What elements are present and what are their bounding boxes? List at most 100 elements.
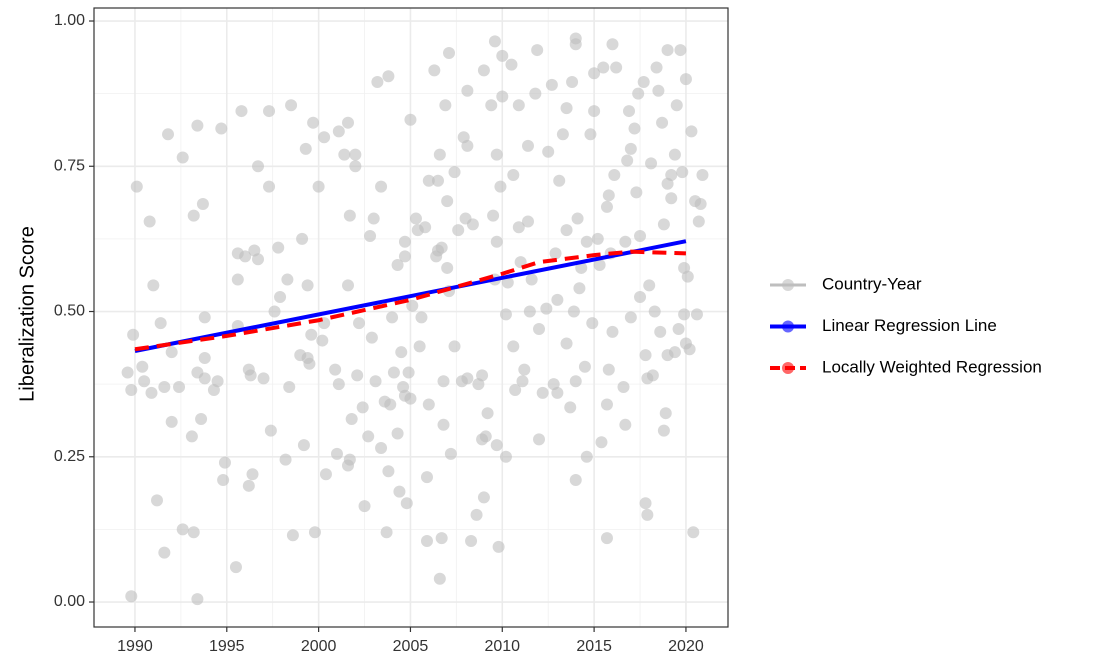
point xyxy=(600,398,613,411)
point xyxy=(685,125,698,138)
point xyxy=(195,413,208,426)
point xyxy=(679,73,692,86)
point xyxy=(639,349,652,362)
point xyxy=(466,218,479,231)
legend-label: Linear Regression Line xyxy=(822,316,997,335)
point xyxy=(358,500,371,513)
point xyxy=(529,87,542,100)
point xyxy=(338,148,351,161)
point xyxy=(687,526,700,539)
point xyxy=(588,67,601,80)
point xyxy=(404,113,417,126)
point xyxy=(560,337,573,350)
point xyxy=(545,78,558,91)
point xyxy=(643,279,656,292)
point xyxy=(198,311,211,324)
point xyxy=(279,453,292,466)
point xyxy=(252,160,265,173)
x-tick-label: 2010 xyxy=(484,638,520,655)
point xyxy=(525,273,538,286)
point xyxy=(165,346,178,359)
point xyxy=(312,180,325,193)
point xyxy=(387,366,400,379)
point xyxy=(448,340,461,353)
point xyxy=(650,61,663,74)
point xyxy=(549,247,562,260)
point xyxy=(362,430,375,443)
point xyxy=(571,212,584,225)
point xyxy=(656,116,669,129)
point xyxy=(692,215,705,228)
point xyxy=(187,526,200,539)
point xyxy=(319,468,332,481)
point xyxy=(593,259,606,272)
point xyxy=(624,142,637,155)
point xyxy=(569,474,582,487)
point xyxy=(654,325,667,338)
point xyxy=(683,343,696,356)
point xyxy=(437,418,450,431)
point xyxy=(696,168,709,181)
point xyxy=(349,160,362,173)
y-tick-label: 0.75 xyxy=(54,157,85,174)
marks xyxy=(121,32,709,606)
point xyxy=(648,305,661,318)
point xyxy=(231,273,244,286)
point xyxy=(303,357,316,370)
x-tick-label: 2015 xyxy=(576,638,612,655)
point xyxy=(420,471,433,484)
point xyxy=(487,209,500,222)
point xyxy=(217,474,230,487)
point xyxy=(567,305,580,318)
point xyxy=(422,174,435,187)
point xyxy=(600,532,613,545)
point xyxy=(435,532,448,545)
point xyxy=(652,84,665,97)
point xyxy=(536,386,549,399)
point xyxy=(283,381,296,394)
point xyxy=(490,148,503,161)
point xyxy=(646,369,659,382)
point xyxy=(263,180,276,193)
point xyxy=(176,151,189,164)
point xyxy=(659,407,672,420)
point xyxy=(264,424,277,437)
point xyxy=(441,261,454,274)
point xyxy=(479,430,492,443)
point xyxy=(196,198,209,211)
point xyxy=(433,148,446,161)
x-tick-label: 1990 xyxy=(117,638,153,655)
point xyxy=(364,229,377,242)
point xyxy=(127,328,140,341)
point xyxy=(665,192,678,205)
point xyxy=(285,99,298,112)
point xyxy=(490,235,503,248)
point xyxy=(244,369,257,382)
point xyxy=(246,468,259,481)
point xyxy=(391,427,404,440)
point xyxy=(274,290,287,303)
point xyxy=(606,38,619,51)
point xyxy=(145,386,158,399)
point xyxy=(431,174,444,187)
point xyxy=(343,209,356,222)
point xyxy=(619,418,632,431)
point xyxy=(600,200,613,213)
point xyxy=(661,44,674,57)
point xyxy=(509,383,522,396)
point xyxy=(523,305,536,318)
y-axis-title: Liberalization Score xyxy=(16,226,38,402)
point xyxy=(386,311,399,324)
point xyxy=(606,325,619,338)
point xyxy=(268,305,281,318)
point xyxy=(121,366,134,379)
point xyxy=(641,508,654,521)
point xyxy=(608,168,621,181)
point xyxy=(674,44,687,57)
point xyxy=(580,450,593,463)
point xyxy=(375,442,388,455)
point xyxy=(575,261,588,274)
x-tick-label: 2020 xyxy=(668,638,704,655)
y-tick-label: 0.50 xyxy=(54,303,85,320)
point xyxy=(382,70,395,83)
